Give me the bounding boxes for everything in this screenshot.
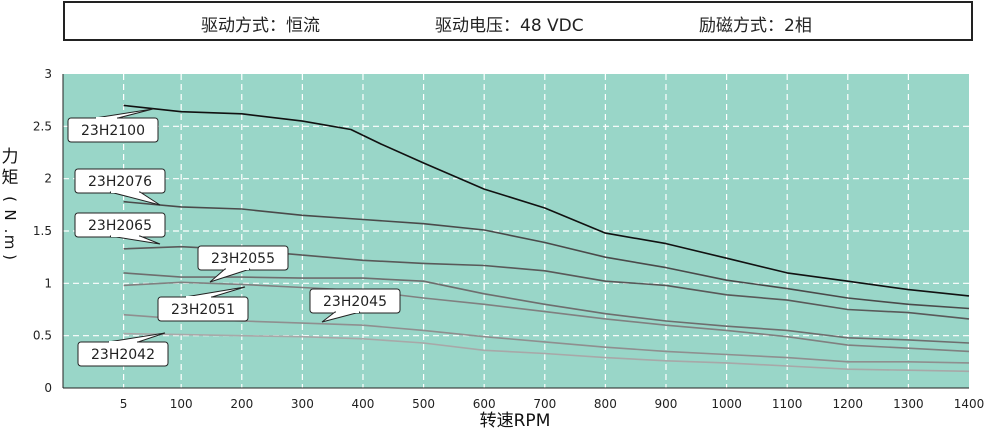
y-tick-label: 0 bbox=[44, 381, 52, 395]
x-tick-label: 700 bbox=[533, 397, 556, 411]
x-tick-label: 500 bbox=[412, 397, 435, 411]
y-tick-label: 3 bbox=[44, 67, 52, 81]
series-line-23H2076 bbox=[123, 200, 970, 310]
x-tick-label: 200 bbox=[230, 397, 253, 411]
series-line-23H2045 bbox=[123, 281, 970, 353]
series-line-23H2055 bbox=[123, 272, 970, 344]
drive-voltage-label: 驱动电压：48 VDC bbox=[435, 16, 584, 36]
y-axis-title-char: 力 bbox=[2, 147, 19, 167]
x-tick-label: 1200 bbox=[833, 397, 864, 411]
x-tick-label: 600 bbox=[473, 397, 496, 411]
callout-label-23H2055: 23H2055 bbox=[211, 251, 275, 267]
y-tick-label: 2.5 bbox=[33, 119, 52, 133]
series-line-23H2042 bbox=[123, 332, 970, 373]
series-lines bbox=[123, 104, 970, 373]
excitation-mode-label: 励磁方式：2相 bbox=[699, 16, 812, 36]
x-tick-label: 5 bbox=[120, 397, 128, 411]
axis-ticks: 5 100 200 300 400 500 600 700 800 900 1000 1100 1200… bbox=[33, 67, 984, 411]
x-tick-label: 100 bbox=[170, 397, 193, 411]
drive-mode-label: 驱动方式：恒流 bbox=[201, 16, 320, 36]
series-line-23H2051 bbox=[123, 313, 970, 364]
chart-header-box: 驱动方式：恒流 驱动电压：48 VDC 励磁方式：2相 bbox=[63, 1, 973, 41]
callout-label-23H2076: 23H2076 bbox=[88, 174, 152, 190]
y-axis-title-char: 矩 bbox=[2, 168, 19, 188]
y-tick-label: 1.5 bbox=[33, 224, 52, 238]
y-axis-title-char: ) bbox=[1, 254, 19, 260]
y-axis-title-char: m bbox=[1, 235, 19, 250]
callout-label-23H2065: 23H2065 bbox=[88, 218, 152, 234]
series-callouts: 23H2100 23H2076 23H2065 23H2055 23H2045 23H20… bbox=[67, 108, 401, 367]
x-tick-label: 1000 bbox=[711, 397, 742, 411]
y-axis-title-char: . bbox=[1, 229, 19, 234]
y-tick-label: 2 bbox=[44, 172, 52, 186]
callout-label-23H2045: 23H2045 bbox=[323, 294, 387, 310]
y-axis-title-char: N bbox=[1, 209, 19, 220]
x-tick-label: 1300 bbox=[893, 397, 924, 411]
x-tick-label: 1400 bbox=[954, 397, 985, 411]
callout-label-23H2042: 23H2042 bbox=[91, 347, 155, 363]
x-tick-label: 300 bbox=[291, 397, 314, 411]
x-tick-label: 900 bbox=[655, 397, 678, 411]
callout-label-23H2100: 23H2100 bbox=[81, 123, 145, 139]
x-axis-title: 转速RPM bbox=[480, 411, 551, 431]
y-tick-label: 1 bbox=[44, 276, 52, 290]
x-tick-label: 1100 bbox=[772, 397, 803, 411]
y-axis-title-char: ( bbox=[1, 196, 19, 202]
x-tick-label: 400 bbox=[352, 397, 375, 411]
callout-label-23H2051: 23H2051 bbox=[171, 302, 235, 318]
x-tick-label: 800 bbox=[594, 397, 617, 411]
series-line-23H2100 bbox=[123, 104, 970, 297]
y-axis-title: 力矩 ( N.m) bbox=[1, 147, 19, 260]
y-tick-label: 0.5 bbox=[33, 329, 52, 343]
